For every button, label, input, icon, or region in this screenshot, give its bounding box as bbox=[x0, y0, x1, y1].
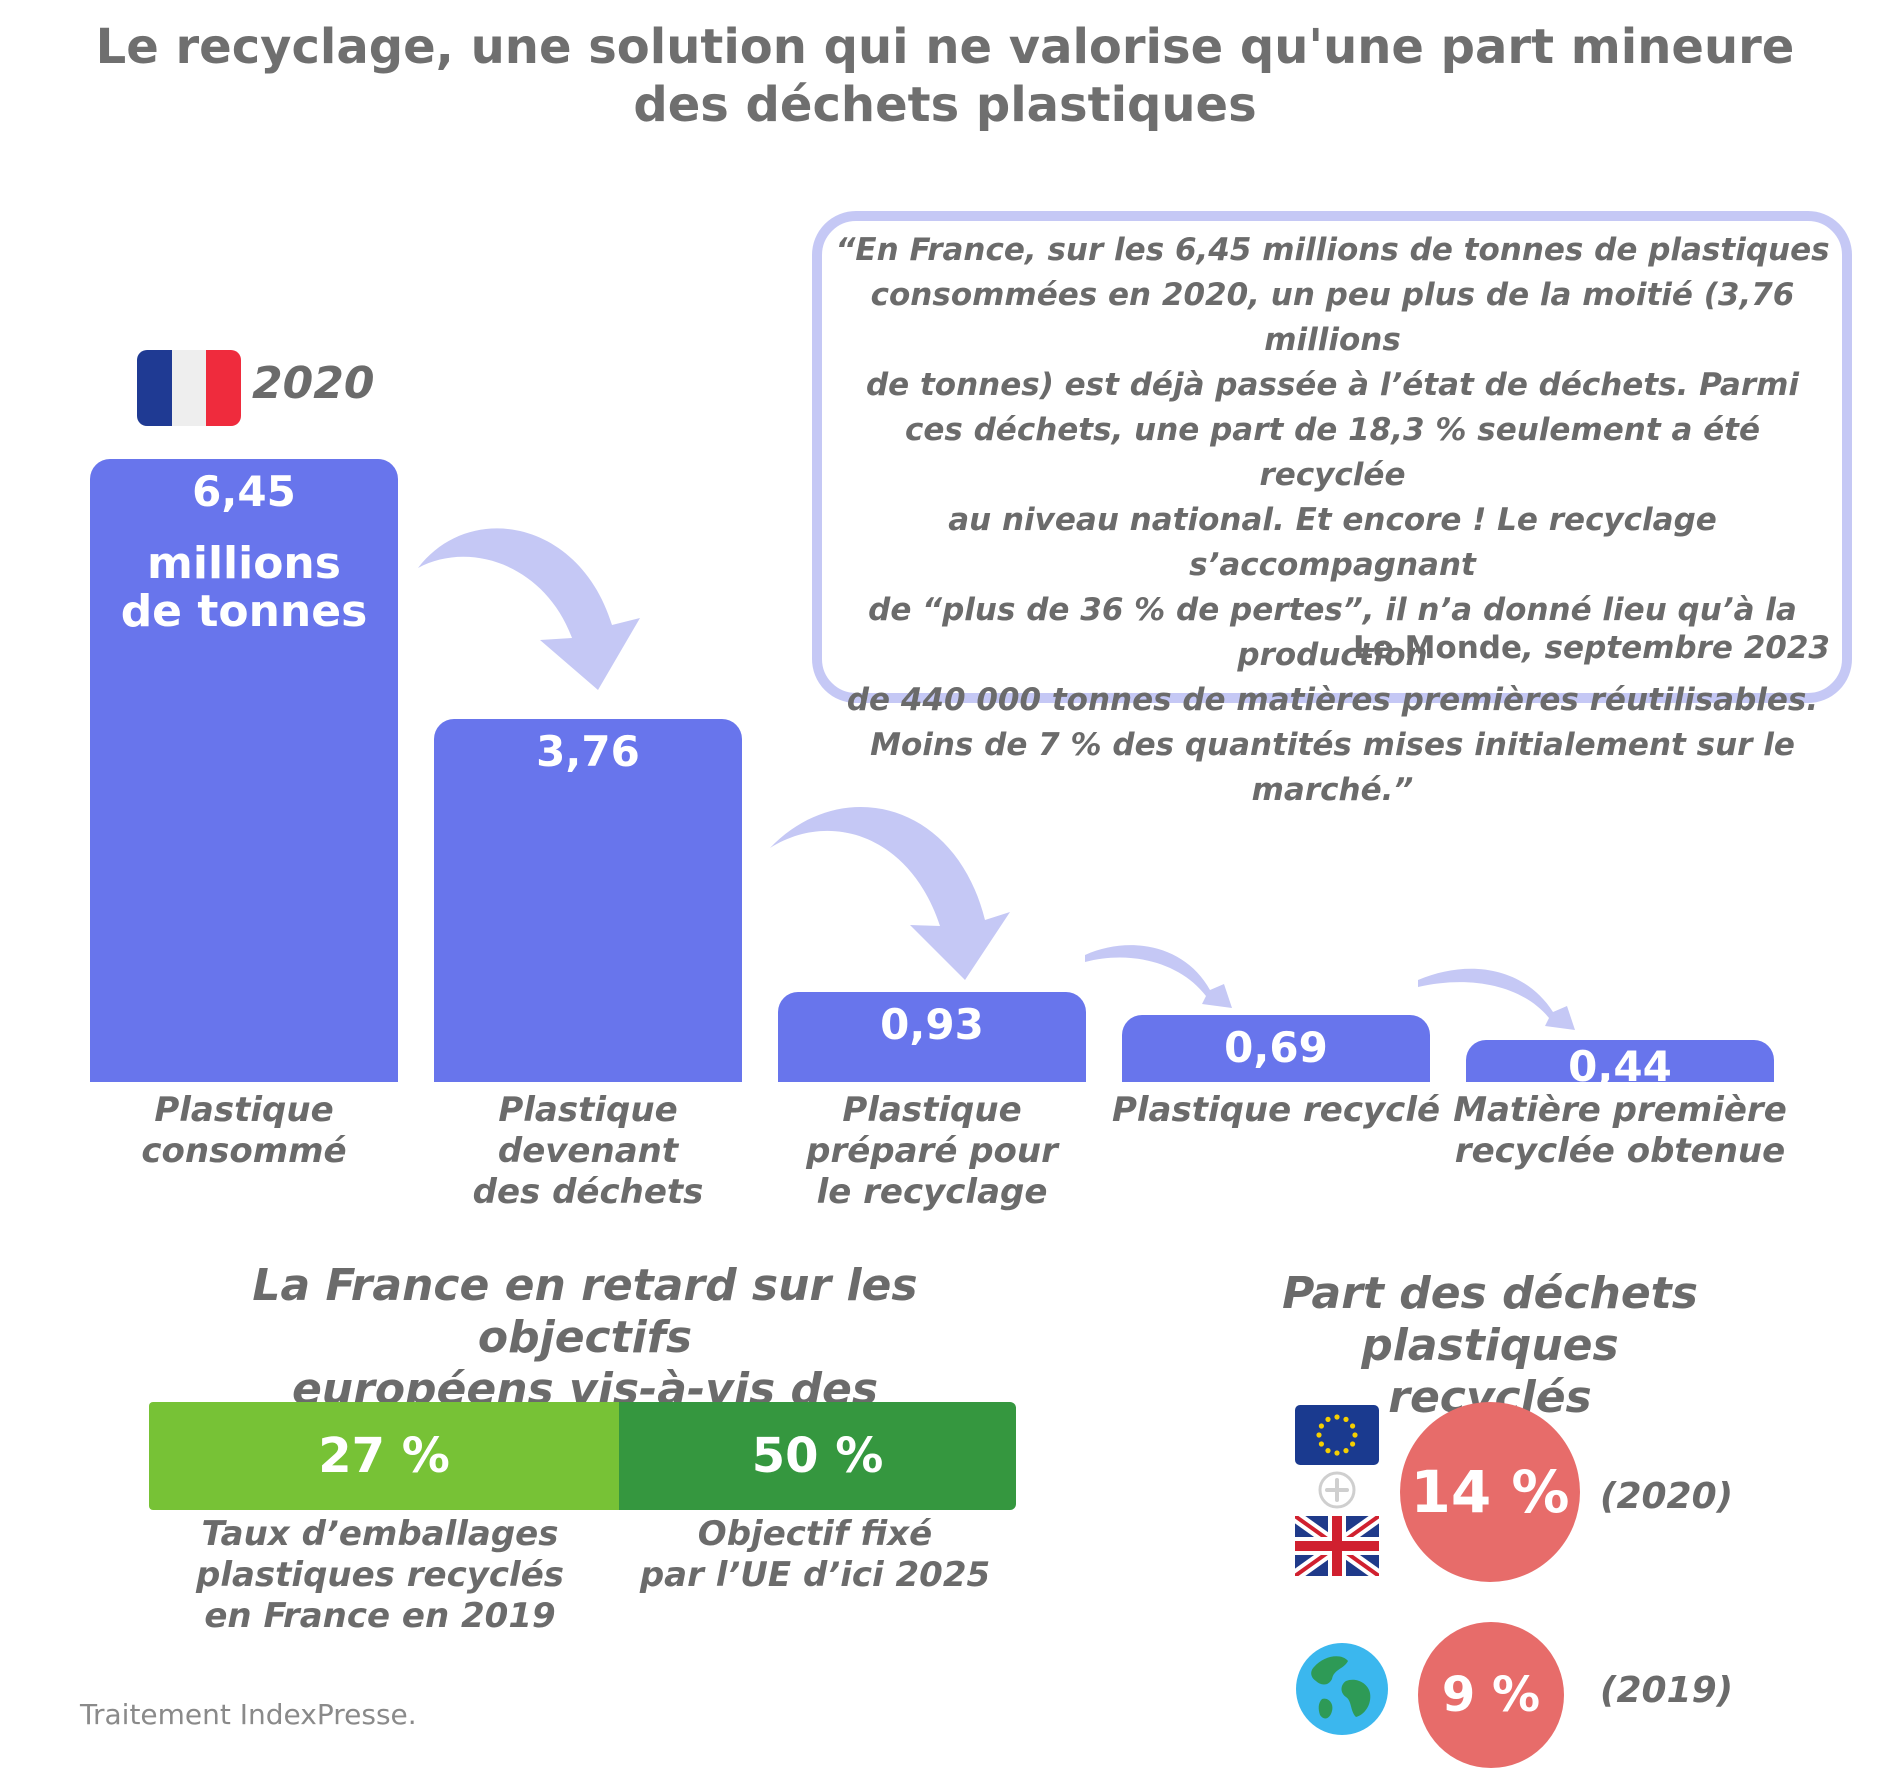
quote-line: Moins de 7 % des quantités mises initial… bbox=[870, 727, 1795, 808]
circle-value: 14 % bbox=[1410, 1458, 1570, 1526]
quote-text: “En France, sur les 6,45 millions de ton… bbox=[830, 228, 1835, 813]
recycled-share-title: Part des déchets plastiques recyclés bbox=[1260, 1268, 1720, 1424]
bar-category-label: Matière première recyclée obtenue bbox=[1446, 1090, 1794, 1172]
bar bbox=[778, 992, 1086, 1082]
quote-source-name: Le Monde bbox=[1353, 630, 1523, 666]
bar-category-label: Plastique consommé bbox=[70, 1090, 418, 1172]
arrow-icon bbox=[1085, 945, 1232, 1008]
quote-line: au niveau national. Et encore ! Le recyc… bbox=[948, 502, 1717, 583]
segment-caption-line: plastiques recyclés bbox=[195, 1555, 564, 1595]
year-eu-uk: (2020) bbox=[1600, 1476, 1734, 1517]
circle-value: 9 % bbox=[1441, 1667, 1541, 1723]
bar bbox=[1466, 1040, 1774, 1082]
bar-category-line: Plastique recyclé bbox=[1111, 1090, 1441, 1130]
arrow-icon bbox=[1418, 968, 1575, 1030]
bar-value-label: 0,44 bbox=[1568, 1042, 1672, 1091]
circle-world: 9 % bbox=[1418, 1622, 1564, 1768]
plus-icon bbox=[1318, 1471, 1356, 1509]
arrow-icon bbox=[418, 528, 640, 690]
quote-source-date: , septembre 2023 bbox=[1522, 630, 1830, 666]
bar-category-label: Plastique préparé pour le recyclage bbox=[758, 1090, 1106, 1213]
quote-line: de 440 000 tonnes de matières premières … bbox=[846, 682, 1819, 718]
eu-flag-icon bbox=[1295, 1405, 1379, 1465]
quote-line: consommées en 2020, un peu plus de la mo… bbox=[870, 277, 1795, 358]
quote-line: “En France, sur les 6,45 millions de ton… bbox=[835, 232, 1830, 268]
segment-caption: Objectif fixé par l’UE d’ici 2025 bbox=[610, 1514, 1020, 1596]
bar-value-label: 0,93 bbox=[880, 1000, 984, 1049]
bar-value-label: 3,76 bbox=[536, 727, 640, 776]
year-label: 2020 bbox=[252, 358, 375, 409]
quote-line: de “plus de 36 % de pertes”, il n’a donn… bbox=[868, 592, 1797, 673]
quote-line: de tonnes) est déjà passée à l’état de d… bbox=[865, 367, 1800, 403]
uk-flag-icon bbox=[1295, 1516, 1379, 1576]
circle-eu-uk: 14 % bbox=[1400, 1402, 1580, 1582]
bar-value-label: 0,69 bbox=[1224, 1023, 1328, 1072]
bar-unit-label: de tonnes bbox=[120, 586, 368, 637]
title-line-1: Le recyclage, une solution qui ne valori… bbox=[95, 19, 1795, 75]
recycled-share-title-line: Part des déchets bbox=[1282, 1268, 1698, 1319]
credit: Traitement IndexPresse. bbox=[80, 1698, 417, 1731]
bar bbox=[90, 459, 398, 1082]
segment-value: 27 % bbox=[318, 1428, 450, 1484]
segment-caption: Taux d’emballages plastiques recyclés en… bbox=[155, 1514, 605, 1637]
segment-value: 50 % bbox=[751, 1428, 884, 1484]
bar-category-line: Plastique bbox=[842, 1090, 1022, 1130]
segment-eu-target: 50 % bbox=[619, 1402, 1016, 1510]
segment-france-2019: 27 % bbox=[149, 1402, 619, 1510]
quote-line: ces déchets, une part de 18,3 % seulemen… bbox=[904, 412, 1761, 493]
segment-caption-line: Taux d’emballages bbox=[201, 1514, 559, 1554]
bar bbox=[1122, 1015, 1430, 1082]
bar bbox=[434, 719, 742, 1082]
bar-category-line: Plastique devenant bbox=[497, 1090, 679, 1171]
segment-caption-line: par l’UE d’ici 2025 bbox=[639, 1555, 991, 1595]
bar-category-line: Plastique bbox=[154, 1090, 334, 1130]
bar-category-line: des déchets bbox=[472, 1172, 704, 1212]
year-world: (2019) bbox=[1600, 1670, 1734, 1711]
france-flag-icon bbox=[137, 350, 241, 426]
segment-caption-line: en France en 2019 bbox=[204, 1596, 556, 1636]
quote-box bbox=[812, 211, 1852, 703]
bar-category-line: le recyclage bbox=[816, 1172, 1048, 1212]
bar-value-label: 6,45 bbox=[192, 467, 296, 516]
bar-category-label: Plastique recyclé bbox=[1102, 1090, 1450, 1131]
bar-category-line: recyclée obtenue bbox=[1454, 1131, 1786, 1171]
globe-icon bbox=[1296, 1643, 1388, 1735]
quote-source: Le Monde, septembre 2023 bbox=[1353, 630, 1830, 666]
bar-unit-label: millions bbox=[147, 538, 341, 589]
segment-caption-line: Objectif fixé bbox=[697, 1514, 933, 1554]
page-title: Le recyclage, une solution qui ne valori… bbox=[95, 18, 1795, 134]
title-line-2: des déchets plastiques bbox=[633, 77, 1257, 133]
bar-category-line: consommé bbox=[141, 1131, 347, 1171]
bar-category-line: Matière première bbox=[1453, 1090, 1787, 1130]
bar-category-line: préparé pour bbox=[806, 1131, 1058, 1171]
arrow-icon bbox=[770, 807, 1010, 980]
bar-category-label: Plastique devenant des déchets bbox=[414, 1090, 762, 1213]
packaging-title-line: La France en retard sur les objectifs bbox=[252, 1260, 918, 1363]
